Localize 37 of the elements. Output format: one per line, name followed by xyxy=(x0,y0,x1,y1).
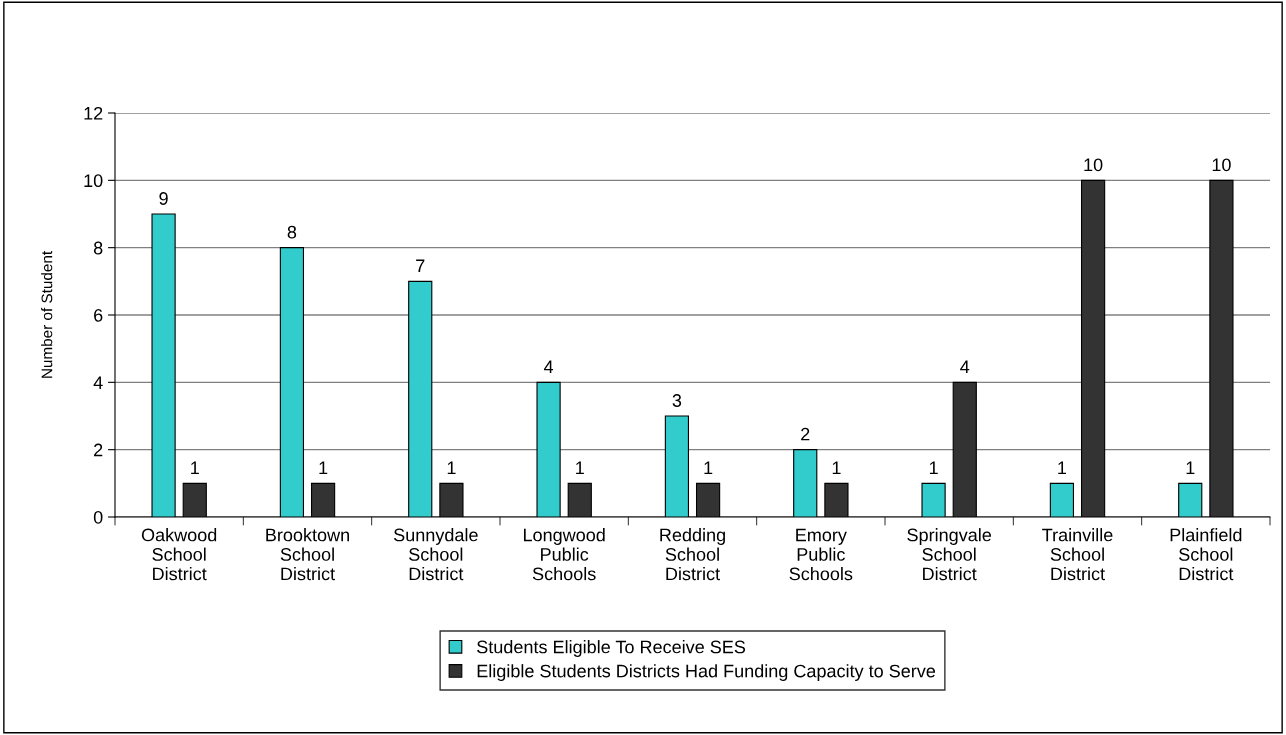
x-tick-label: Sunnydale School District xyxy=(393,528,478,581)
data-label: 1 xyxy=(447,461,456,475)
data-label: 1 xyxy=(191,461,199,475)
data-label: 3 xyxy=(672,394,682,407)
data-label: 10 xyxy=(1212,158,1231,172)
x-tick-label: Springvale School District xyxy=(907,528,992,581)
data-label: 2 xyxy=(801,427,810,441)
x-tick-label: Brooktown School District xyxy=(266,528,349,581)
y-tick-label: 2 xyxy=(94,443,103,457)
y-tick-label: 0 xyxy=(93,510,103,524)
x-tick-label: Trainville School District xyxy=(1042,528,1113,581)
data-label: 1 xyxy=(929,461,938,475)
y-tick-label: 12 xyxy=(84,106,103,120)
y-tick-label: 8 xyxy=(93,241,103,255)
y-axis-title: Number of Student xyxy=(41,250,53,378)
y-tick-label: 4 xyxy=(93,376,103,389)
data-label: 8 xyxy=(287,225,297,239)
data-label: 1 xyxy=(576,461,584,475)
data-label: 1 xyxy=(319,461,328,475)
x-tick-label: Longwood Public Schools xyxy=(523,528,605,581)
data-label: 4 xyxy=(960,360,970,374)
x-tick-label: Emory Public Schools xyxy=(789,528,853,581)
data-label: 1 xyxy=(704,461,713,475)
data-label: 9 xyxy=(159,192,168,205)
data-label: 1 xyxy=(1186,461,1195,475)
legend-label: Eligible Students Districts Had Funding Capacity to Serve xyxy=(477,664,936,681)
y-tick-label: 10 xyxy=(84,174,103,188)
x-tick-label: Redding School District xyxy=(660,528,725,581)
data-label: 4 xyxy=(543,360,554,374)
x-tick-label: Plainfield School District xyxy=(1170,528,1242,581)
data-label: 1 xyxy=(832,461,841,475)
y-tick-label: 6 xyxy=(94,308,103,322)
legend-label: Students Eligible To Receive SES xyxy=(477,640,746,657)
data-label: 1 xyxy=(1058,461,1067,475)
data-label: 7 xyxy=(416,259,425,273)
x-tick-label: Oakwood School District xyxy=(141,528,217,581)
data-label: 10 xyxy=(1084,158,1103,172)
